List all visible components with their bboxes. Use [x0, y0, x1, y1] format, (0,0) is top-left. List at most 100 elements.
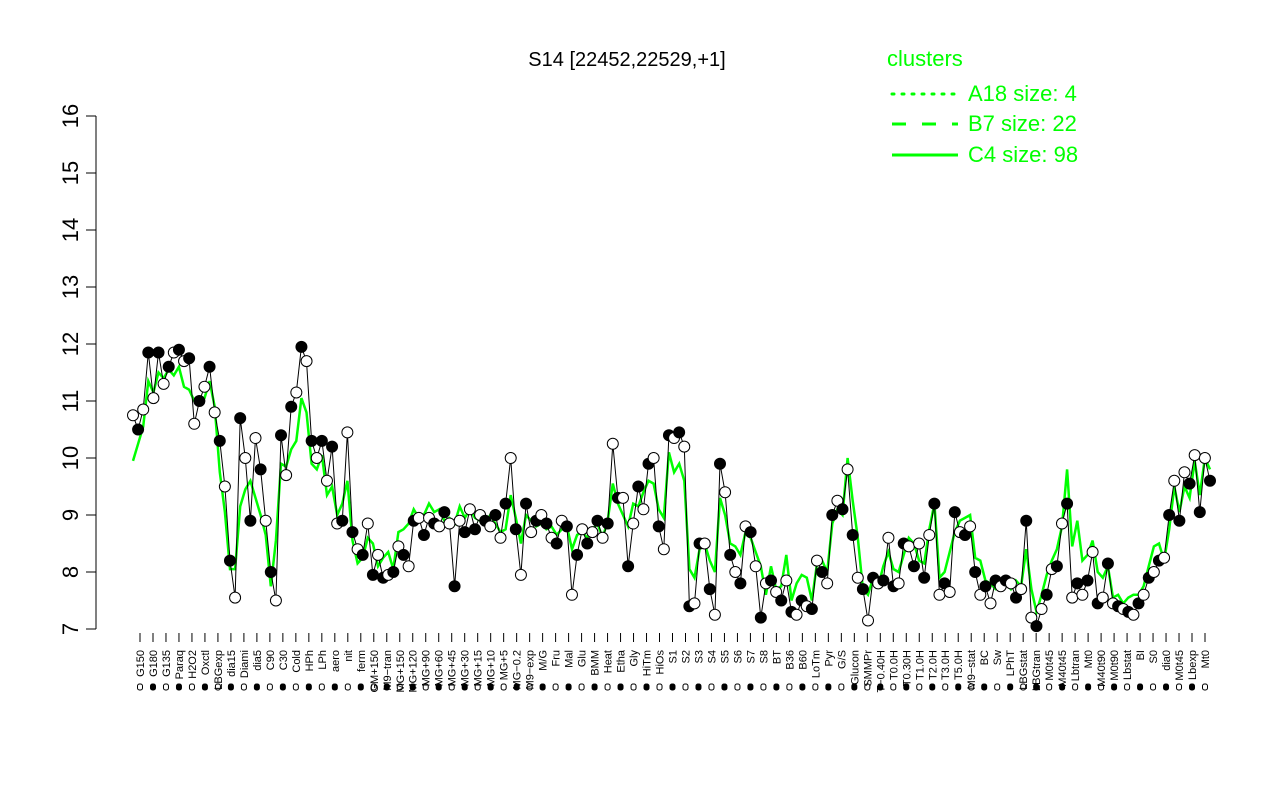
x-tick-label: M9−tran [382, 650, 394, 691]
x-tick-label: M0t45 [1044, 650, 1056, 681]
data-point [203, 360, 216, 373]
data-point [1015, 583, 1028, 596]
x-tick-label: Sw [992, 650, 1004, 665]
data-point [565, 588, 578, 601]
x-rug-mark [825, 683, 832, 691]
x-tick-label: G/S [836, 650, 848, 669]
x-rug-mark [864, 683, 871, 691]
x-tick-label: Oxctl [200, 650, 212, 675]
data-point [913, 537, 926, 550]
data-point [499, 497, 512, 510]
data-point [581, 537, 594, 550]
data-point [468, 523, 481, 536]
x-rug-mark [1111, 683, 1118, 691]
x-rug-mark [162, 683, 169, 691]
x-rug-mark [487, 683, 494, 691]
data-point [560, 520, 573, 533]
data-point [836, 503, 849, 516]
data-point [1127, 608, 1140, 621]
data-point [239, 452, 252, 464]
x-tick-label: M0t90 [1109, 650, 1121, 681]
data-point [346, 526, 359, 539]
x-rug-mark [734, 683, 741, 691]
x-rug-mark [903, 683, 910, 691]
data-point [320, 474, 333, 487]
data-point [907, 560, 920, 573]
data-point [1173, 514, 1186, 527]
legend: clusters A18 size: 4 B7 size: 22 C4 size… [887, 46, 1078, 167]
data-point [877, 574, 890, 587]
y-tick-label: 14 [58, 218, 83, 242]
data-point [315, 434, 328, 447]
x-tick-label: T0.0H [888, 650, 900, 680]
y-tick-label: 11 [58, 390, 83, 413]
data-point [979, 580, 992, 593]
data-point [127, 409, 139, 422]
x-tick-label: T−0.40H [875, 650, 887, 693]
data-point [218, 480, 231, 493]
data-point [713, 457, 726, 470]
data-point [902, 540, 915, 553]
x-rug-mark [1033, 683, 1040, 691]
x-rug-mark [266, 683, 273, 691]
x-tick-label: MG+45 [447, 650, 459, 686]
x-tick-label: B36 [784, 650, 796, 670]
data-point [627, 517, 640, 530]
data-point [1193, 506, 1206, 519]
data-point [841, 463, 854, 476]
y-tick-label: 7 [58, 623, 83, 635]
x-tick-label: Mal [564, 650, 576, 668]
x-rug-mark [604, 683, 611, 691]
x-rug-mark [708, 683, 715, 691]
data-point [918, 571, 931, 584]
x-rug-mark [1059, 683, 1066, 691]
data-point [810, 554, 823, 567]
data-point [443, 517, 456, 530]
data-point [754, 611, 767, 624]
data-point [417, 528, 430, 541]
data-point [601, 517, 614, 530]
data-point [1198, 452, 1211, 464]
x-tick-label: MG+10 [486, 650, 498, 686]
x-rug-mark [617, 683, 624, 691]
x-rug-mark [1098, 683, 1105, 691]
x-rug-mark [981, 683, 988, 691]
data-point [504, 452, 517, 464]
data-point [1158, 551, 1171, 564]
data-point [1178, 466, 1191, 479]
x-tick-label: LBGexp [213, 650, 225, 690]
data-point [300, 355, 313, 368]
data-point [637, 503, 650, 516]
x-tick-label: Mt0 [1200, 650, 1212, 668]
x-rug-mark [1085, 683, 1092, 691]
data-point [586, 526, 599, 539]
data-point [719, 486, 732, 499]
x-rug-mark [292, 683, 299, 691]
data-point [1020, 514, 1033, 527]
legend-entry-c4: C4 size: 98 [968, 142, 1078, 167]
x-tick-label: S7 [745, 650, 757, 663]
x-rug-mark [383, 683, 390, 691]
data-point [1076, 588, 1089, 601]
data-point [147, 392, 160, 405]
data-point [310, 452, 323, 464]
data-point [520, 497, 533, 510]
data-point [816, 566, 829, 578]
x-tick-label: LBGtran [1031, 650, 1043, 691]
data-point [372, 548, 385, 561]
data-point [412, 511, 425, 524]
data-point [652, 520, 665, 533]
x-rug-mark [279, 683, 286, 691]
x-rug-mark [942, 683, 949, 691]
data-point [943, 585, 956, 598]
x-rug-mark [565, 683, 572, 691]
data-point [295, 340, 308, 353]
x-axis-rug [137, 633, 1208, 691]
chart-title: S14 [22452,22529,+1] [528, 49, 725, 71]
x-rug-mark [422, 683, 429, 691]
x-tick-label: S5 [719, 650, 731, 663]
x-rug-mark [409, 683, 416, 691]
data-point [821, 577, 834, 590]
x-rug-mark [968, 683, 975, 691]
data-point [244, 514, 257, 527]
